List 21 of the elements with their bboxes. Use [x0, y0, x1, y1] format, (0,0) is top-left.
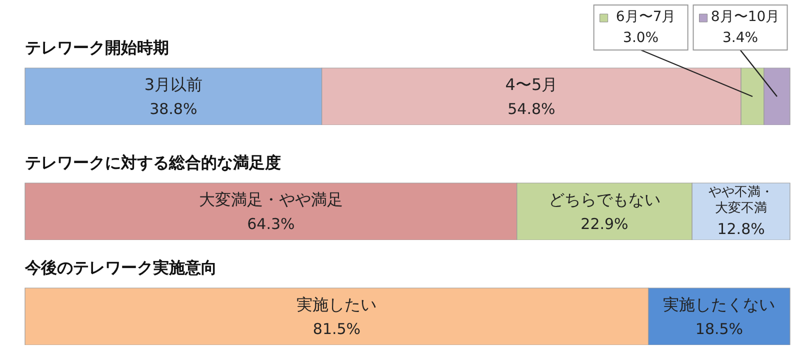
- chart-title: テレワーク開始時期: [25, 38, 169, 57]
- chart-title: テレワークに対する総合的な満足度: [25, 153, 281, 172]
- series-label: 実施したい: [296, 295, 377, 314]
- legend-label: 6月〜7月: [616, 9, 676, 25]
- data-label: 81.5%: [312, 320, 361, 338]
- series-label: 大変満足・やや満足: [198, 190, 343, 209]
- series-label: 3月以前: [144, 75, 203, 94]
- series-label: やや不満・大変不満: [708, 185, 774, 216]
- series-label: どちらでもない: [548, 190, 660, 209]
- legend-label: 8月〜10月: [710, 9, 780, 25]
- data-label: 22.9%: [580, 215, 628, 233]
- data-label: 3.0%: [623, 30, 659, 46]
- data-label: 54.8%: [508, 100, 556, 118]
- data-label: 64.3%: [247, 215, 295, 233]
- series-label: 4〜5月: [505, 75, 558, 94]
- series-label: 実施したくない: [663, 295, 776, 314]
- data-label: 3.4%: [722, 30, 758, 46]
- chart-title: 今後のテレワーク実施意向: [24, 258, 217, 277]
- data-label: 38.8%: [150, 100, 198, 118]
- data-label: 12.8%: [717, 220, 765, 238]
- data-label: 18.5%: [695, 320, 744, 338]
